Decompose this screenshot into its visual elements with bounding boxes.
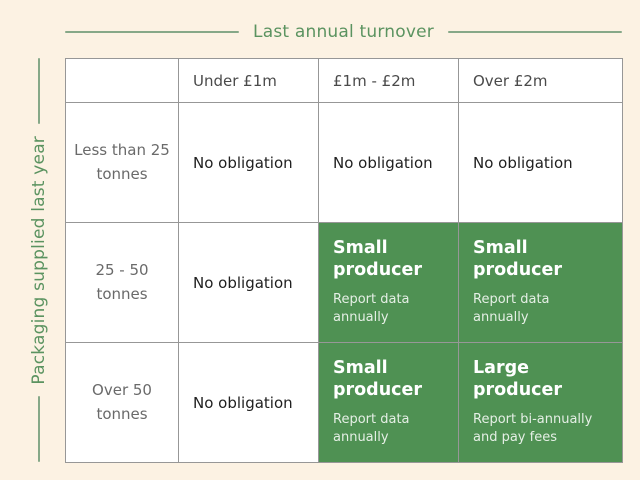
title-row: Last annual turnover <box>65 20 623 44</box>
matrix-cell-small-producer: Small producer Report data annually <box>458 222 623 343</box>
page-title: Last annual turnover <box>253 22 434 42</box>
header-row: Under £1m £1m - £2m Over £2m <box>65 58 623 103</box>
table-row-25-50-tonnes: 25 - 50 tonnes No obligation Small produ… <box>65 222 623 343</box>
cell-title: Small producer <box>333 237 423 280</box>
cell-title: Small producer <box>333 357 423 400</box>
column-header-1m-2m: £1m - £2m <box>318 58 459 103</box>
matrix-cell-large-producer: Large producer Report bi-annually and pa… <box>458 342 623 463</box>
cell-subtitle: Report data annually <box>473 291 550 325</box>
matrix-cell-small-producer: Small producer Report data annually <box>318 222 459 343</box>
row-header: Less than 25 tonnes <box>65 102 179 223</box>
cell-title: Large producer <box>473 357 563 400</box>
matrix-cell-no-obligation: No obligation <box>458 102 623 223</box>
column-header-over-2m: Over £2m <box>458 58 623 103</box>
side-axis-rail: Packaging supplied last year <box>26 58 52 463</box>
column-header-under-1m: Under £1m <box>178 58 319 103</box>
matrix-cell-no-obligation: No obligation <box>178 222 319 343</box>
corner-cell <box>65 58 179 103</box>
obligation-matrix: Under £1m £1m - £2m Over £2m Less than 2… <box>65 58 623 463</box>
side-line-bottom <box>38 396 40 463</box>
table-row-less-than-25-tonnes: Less than 25 tonnes No obligation No obl… <box>65 102 623 223</box>
cell-subtitle: Report data annually <box>333 411 410 445</box>
matrix-cell-no-obligation: No obligation <box>178 342 319 463</box>
side-axis-label: Packaging supplied last year <box>29 135 49 385</box>
cell-title: Small producer <box>473 237 563 280</box>
matrix-cell-no-obligation: No obligation <box>178 102 319 223</box>
matrix-cell-no-obligation: No obligation <box>318 102 459 223</box>
title-line-left <box>65 31 240 33</box>
row-header: 25 - 50 tonnes <box>65 222 179 343</box>
table-row-over-50-tonnes: Over 50 tonnes No obligation Small produ… <box>65 342 623 463</box>
title-line-right <box>447 31 623 33</box>
row-header: Over 50 tonnes <box>65 342 179 463</box>
matrix-cell-small-producer: Small producer Report data annually <box>318 342 459 463</box>
cell-subtitle: Report data annually <box>333 291 410 325</box>
side-line-top <box>38 58 40 124</box>
cell-subtitle: Report bi-annually and pay fees <box>473 411 593 445</box>
